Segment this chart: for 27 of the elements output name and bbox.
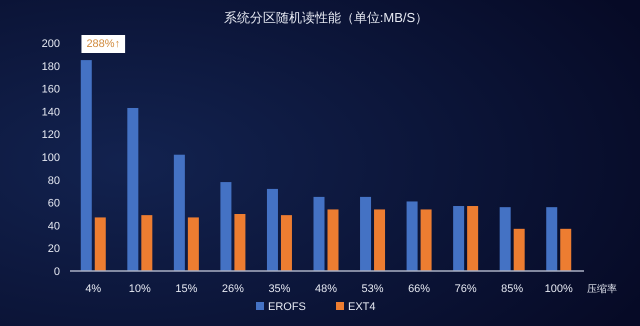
x-tick-label: 4% <box>85 283 102 295</box>
y-tick-label: 160 <box>42 84 60 96</box>
x-tick-label: 85% <box>501 283 524 295</box>
x-axis-title: 压缩率 <box>587 283 617 295</box>
x-tick-label: 53% <box>362 283 384 295</box>
legend-label: EROFS <box>268 301 306 313</box>
y-tick-label: 200 <box>42 38 60 50</box>
x-tick-label: 76% <box>454 283 477 295</box>
y-tick-label: 0 <box>54 266 60 278</box>
x-tick-label: 26% <box>222 283 244 295</box>
y-tick-label: 60 <box>48 198 60 210</box>
x-tick-label: 48% <box>314 283 338 295</box>
x-tick-label: 10% <box>128 283 152 295</box>
x-tick-label: 15% <box>175 283 198 295</box>
y-tick-label: 120 <box>42 129 60 142</box>
x-tick-label: 100% <box>544 283 574 295</box>
y-tick-label: 140 <box>42 106 60 118</box>
y-tick-label: 180 <box>42 60 60 73</box>
annotation: 288%↑ <box>86 38 120 50</box>
y-tick-label: 80 <box>48 174 60 187</box>
y-tick-label: 100 <box>42 152 60 164</box>
legend-label: EXT4 <box>348 301 376 313</box>
chart-title: 系统分区随机读性能（单位:MB/S） <box>224 10 428 25</box>
y-tick-label: 40 <box>48 220 60 232</box>
x-tick-label: 35% <box>268 283 291 295</box>
y-tick-label: 20 <box>48 243 60 256</box>
x-tick-label: 66% <box>408 283 430 295</box>
